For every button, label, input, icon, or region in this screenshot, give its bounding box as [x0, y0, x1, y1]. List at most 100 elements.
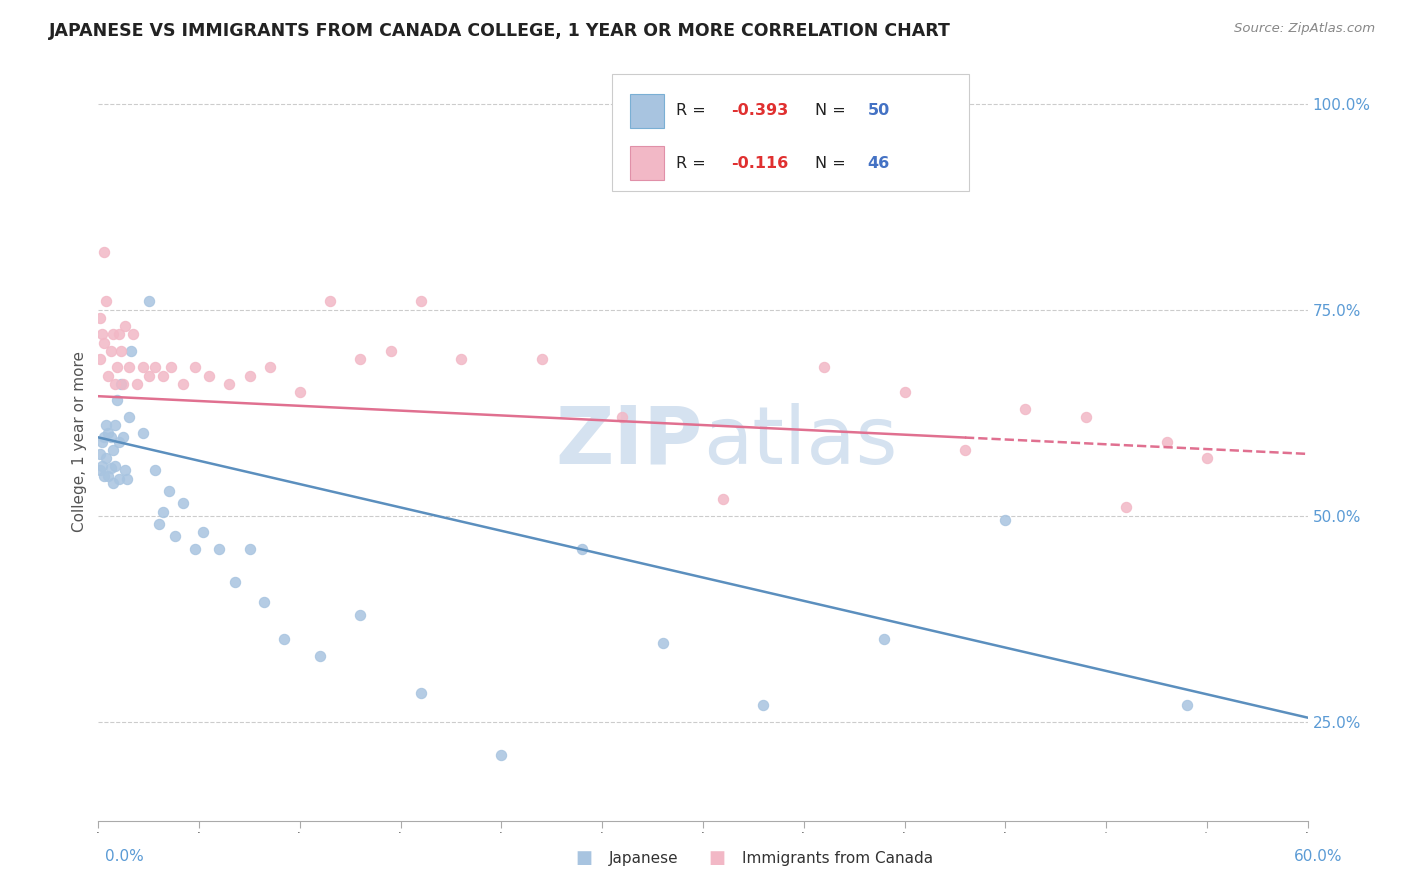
Point [148, 516, 170, 531]
Point [121, 327, 143, 342]
Point [273, 632, 295, 647]
Point [152, 505, 174, 519]
Point [138, 368, 160, 383]
Point [172, 496, 194, 510]
Point [118, 360, 141, 375]
Bar [630, 146, 664, 180]
Point [1115, 500, 1137, 515]
Point [105, 393, 128, 408]
FancyBboxPatch shape [613, 74, 969, 191]
Point [893, 385, 915, 400]
Point [91, 327, 114, 342]
Point [97, 469, 120, 483]
Point [184, 360, 207, 375]
Point [101, 442, 124, 457]
Point [96, 450, 118, 465]
Point [711, 492, 734, 507]
Point [409, 686, 432, 700]
Point [873, 632, 896, 647]
Point [125, 376, 148, 391]
Text: N =: N = [815, 156, 851, 171]
Text: atlas: atlas [703, 402, 897, 481]
Point [97, 426, 120, 441]
Point [1156, 434, 1178, 449]
Text: 0.0%: 0.0% [105, 849, 145, 864]
Point [100, 343, 122, 358]
Point [198, 368, 221, 383]
Text: ■: ■ [709, 849, 725, 867]
Text: 60.0%: 60.0% [1295, 849, 1343, 864]
Point [259, 360, 281, 375]
Point [160, 360, 183, 375]
Point [101, 475, 124, 490]
Point [253, 595, 276, 609]
Point [651, 636, 673, 650]
Point [89, 447, 111, 461]
Point [409, 294, 432, 309]
Point [953, 442, 976, 457]
Point [143, 463, 166, 477]
Point [319, 294, 342, 309]
Point [239, 541, 262, 556]
Point [530, 352, 553, 367]
Text: Japanese: Japanese [609, 851, 679, 865]
Point [752, 698, 775, 713]
Point [138, 294, 160, 309]
Point [349, 607, 371, 622]
Text: JAPANESE VS IMMIGRANTS FROM CANADA COLLEGE, 1 YEAR OR MORE CORRELATION CHART: JAPANESE VS IMMIGRANTS FROM CANADA COLLE… [49, 22, 950, 40]
Text: Immigrants from Canada: Immigrants from Canada [742, 851, 934, 865]
Point [100, 430, 122, 444]
Point [111, 376, 134, 391]
Point [103, 418, 125, 433]
Text: 46: 46 [868, 156, 890, 171]
Point [309, 648, 332, 663]
Text: Source: ZipAtlas.com: Source: ZipAtlas.com [1234, 22, 1375, 36]
Point [107, 327, 129, 342]
Point [380, 343, 402, 358]
Text: ■: ■ [575, 849, 592, 867]
Point [115, 472, 138, 486]
Point [450, 352, 472, 367]
Y-axis label: College, 1 year or more: College, 1 year or more [72, 351, 87, 532]
Point [107, 472, 129, 486]
Point [91, 434, 114, 449]
Point [172, 376, 194, 391]
Text: R =: R = [676, 103, 711, 118]
Point [96, 294, 118, 309]
Point [184, 541, 207, 556]
Point [110, 343, 132, 358]
Point [91, 459, 114, 474]
Point [132, 426, 155, 441]
Point [103, 459, 125, 474]
Point [349, 352, 371, 367]
Text: -0.393: -0.393 [731, 103, 787, 118]
Point [97, 368, 120, 383]
Point [1014, 401, 1036, 416]
Point [1074, 409, 1097, 424]
Point [120, 343, 142, 358]
Point [813, 360, 835, 375]
Point [111, 430, 134, 444]
Point [1175, 698, 1198, 713]
Text: N =: N = [815, 103, 851, 118]
Point [132, 360, 155, 375]
Point [612, 409, 634, 424]
Point [1195, 450, 1218, 465]
Point [89, 463, 111, 477]
Point [157, 483, 180, 498]
Point [93, 244, 115, 259]
Point [101, 327, 124, 342]
Point [114, 319, 136, 334]
Point [571, 541, 593, 556]
Text: -0.116: -0.116 [731, 156, 787, 171]
Point [224, 574, 246, 589]
Point [193, 525, 215, 540]
Point [163, 529, 186, 543]
Point [103, 376, 125, 391]
Point [93, 430, 115, 444]
Point [93, 469, 115, 483]
Bar [630, 94, 664, 128]
Point [143, 360, 166, 375]
Point [107, 434, 129, 449]
Point [994, 513, 1017, 527]
